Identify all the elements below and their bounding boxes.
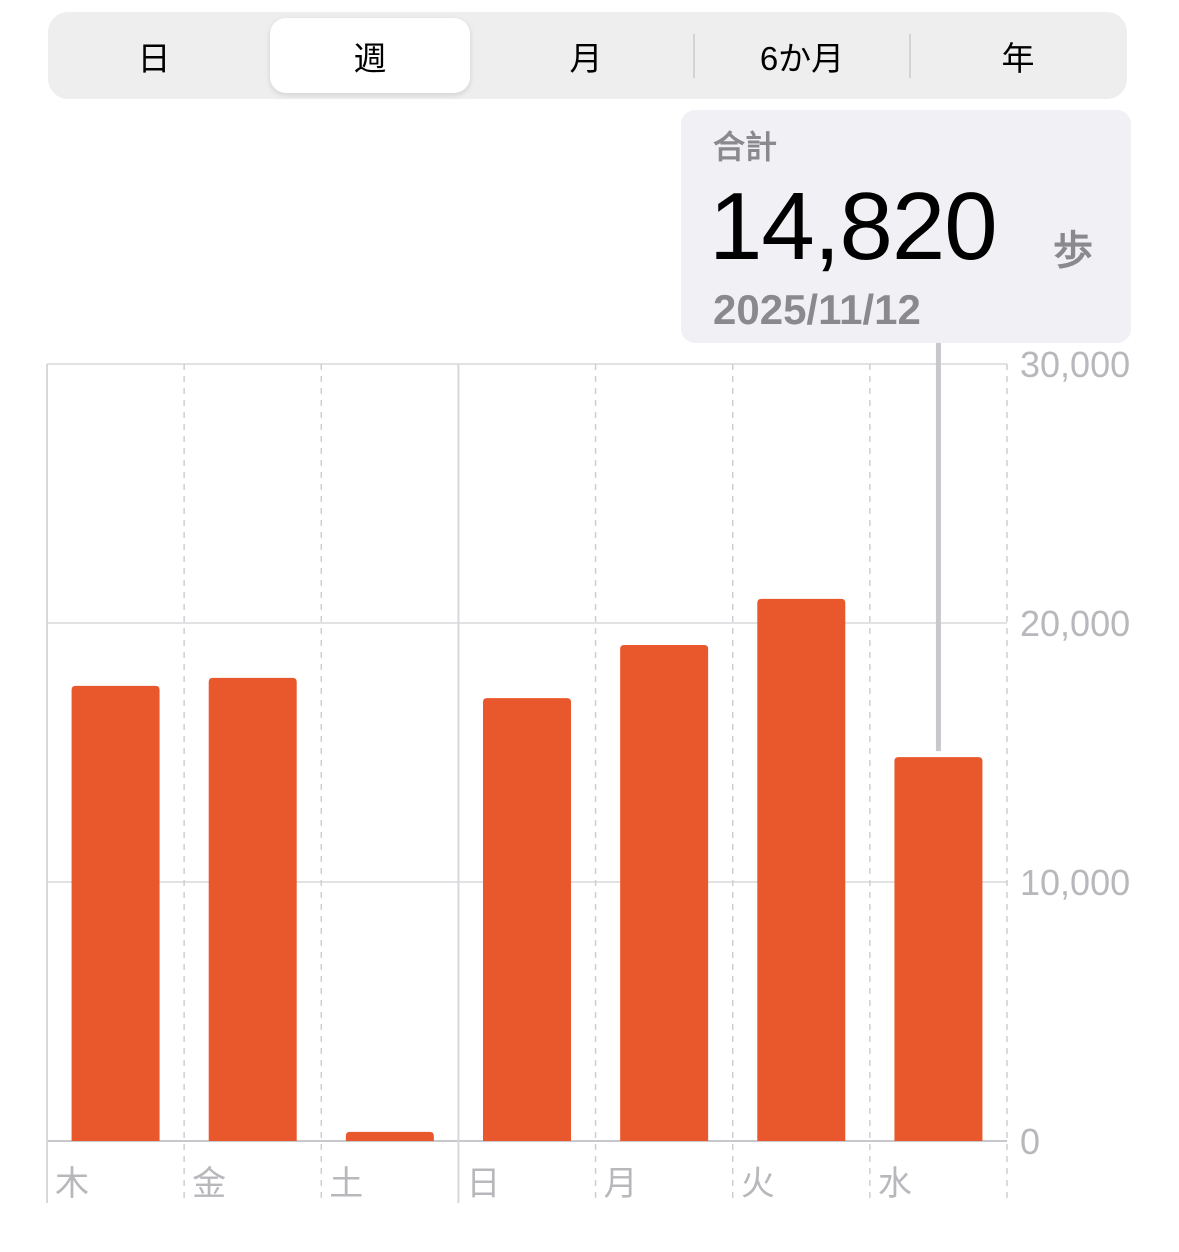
bar-2 [345,1131,434,1141]
x-tick-label: 日 [466,1164,500,1204]
tooltip-unit: 歩 [1053,229,1093,273]
tooltip-label: 合計 [713,129,778,165]
tooltip-date: 2025/11/12 [713,286,921,333]
bar-3 [483,698,571,1141]
segment-year[interactable]: 年 [1001,39,1035,77]
selection-tooltip: 合計 14,820 歩 2025/11/12 [681,110,1131,343]
y-tick-label: 0 [1020,1121,1040,1162]
x-tick-label: 金 [192,1164,226,1204]
x-tick-label: 月 [604,1164,638,1204]
bar-1 [208,677,297,1141]
time-range-segmented-control: 日 週 月 6か月 年 [48,12,1127,99]
segment-week[interactable]: 週 [270,18,470,93]
y-tick-label: 10,000 [1020,862,1130,903]
x-tick-label: 水 [878,1164,912,1204]
bar-4 [620,645,709,1141]
x-tick-label: 火 [741,1164,775,1204]
x-tick-label: 土 [329,1164,363,1204]
x-tick-label: 木 [55,1164,89,1204]
segment-day[interactable]: 日 [137,39,171,77]
y-tick-label: 20,000 [1020,603,1130,644]
segment-divider [693,34,695,78]
segment-divider [909,34,911,78]
bar-6 [894,757,983,1141]
tooltip-value: 14,820 [709,173,998,280]
y-tick-label: 30,000 [1020,344,1130,385]
segment-month[interactable]: 月 [569,39,603,77]
bar-5 [757,598,846,1141]
segment-6-months[interactable]: 6か月 [759,39,845,77]
bar-0 [71,685,160,1141]
